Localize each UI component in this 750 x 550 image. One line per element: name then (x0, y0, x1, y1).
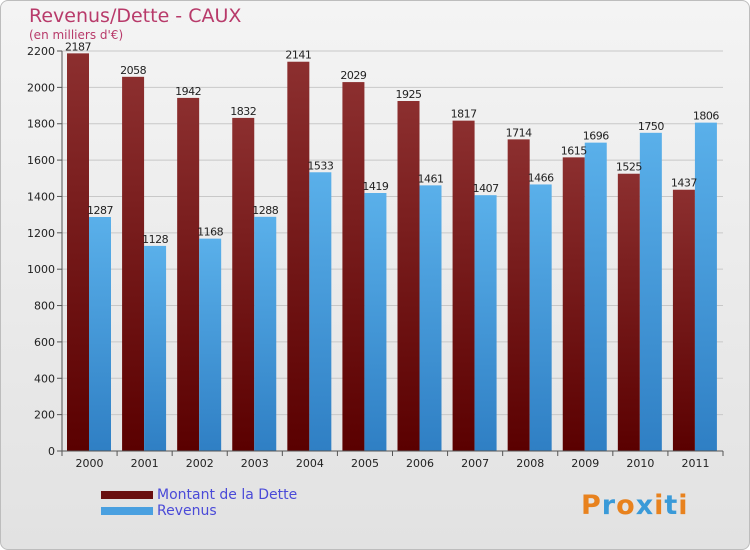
value-label-revenus: 1806 (693, 110, 719, 123)
bar-dette (177, 97, 200, 451)
bar-dette (617, 173, 640, 451)
value-label-dette: 1925 (396, 88, 422, 101)
legend-label-revenus: Revenus (157, 503, 217, 519)
x-tick-label: 2005 (351, 457, 379, 470)
value-label-dette: 1942 (175, 85, 201, 98)
value-label-revenus: 1466 (528, 171, 554, 184)
logo-letter: i (654, 490, 665, 521)
bars (67, 53, 717, 452)
bar-dette (342, 82, 365, 451)
bar-dette (507, 139, 530, 451)
bar-dette (287, 61, 310, 452)
bar-dette (452, 120, 475, 452)
logo-letter: t (664, 490, 679, 521)
bar-revenus (254, 216, 277, 451)
proxiti-logo: Proxiti (581, 490, 689, 521)
bar-revenus (309, 172, 332, 452)
value-label-dette: 2187 (65, 40, 91, 53)
bar-revenus (419, 185, 442, 451)
x-tick-label: 2011 (681, 457, 709, 470)
value-label-revenus: 1287 (87, 204, 113, 217)
x-tick-label: 2000 (76, 457, 104, 470)
bar-revenus (694, 122, 717, 452)
y-tick-label: 1800 (27, 118, 55, 131)
y-tick-label: 2200 (27, 45, 55, 58)
legend: Montant de la Dette Revenus (101, 487, 297, 519)
bar-dette (122, 76, 145, 452)
bar-dette (672, 189, 695, 451)
bar-dette (562, 157, 585, 451)
legend-item-revenus: Revenus (101, 503, 297, 519)
bar-revenus (474, 195, 497, 451)
bar-revenus (529, 184, 552, 452)
logo-letter: x (635, 490, 655, 521)
y-tick-label: 600 (34, 336, 55, 349)
value-label-revenus: 1128 (142, 233, 168, 246)
legend-label-dette: Montant de la Dette (157, 487, 298, 503)
x-tick-label: 2010 (626, 457, 654, 470)
chart-title: Revenus/Dette - CAUX (29, 5, 242, 27)
y-tick-label: 800 (34, 300, 55, 313)
value-label-revenus: 1461 (418, 172, 444, 185)
x-tick-label: 2007 (461, 457, 489, 470)
y-tick-label: 1200 (27, 227, 55, 240)
bar-revenus (584, 142, 607, 452)
axes: 0 200 400 600 800 1000 1200 1400 1600 1800 2000 220… (27, 45, 724, 470)
value-label-revenus: 1750 (638, 120, 664, 133)
grid-lines (62, 50, 723, 452)
logo-letter: i (678, 490, 689, 521)
legend-item-dette: Montant de la Dette (101, 487, 297, 503)
y-tick-label: 200 (34, 409, 55, 422)
y-tick-label: 1600 (27, 154, 55, 167)
bar-revenus (144, 245, 167, 451)
value-label-dette: 2029 (340, 69, 366, 82)
value-label-dette: 2058 (120, 64, 146, 77)
y-tick-label: 1000 (27, 263, 55, 276)
value-label-revenus: 1288 (252, 204, 278, 217)
x-tick-label: 2004 (296, 457, 324, 470)
logo-letter: r (601, 490, 617, 521)
x-tick-label: 2006 (406, 457, 434, 470)
value-label-dette: 1615 (561, 144, 587, 157)
bar-revenus (89, 217, 111, 451)
bar-revenus (364, 193, 387, 451)
y-tick-label: 400 (34, 372, 55, 385)
value-label-revenus: 1696 (583, 130, 609, 143)
y-tick-label: 0 (48, 445, 55, 458)
x-tick-label: 2002 (186, 457, 214, 470)
y-tick-label: 2000 (27, 81, 55, 94)
logo-letter: P (581, 490, 602, 521)
bar-dette (397, 101, 420, 451)
bar-revenus (199, 238, 222, 451)
chart-subtitle: (en milliers d'€) (29, 28, 124, 42)
y-tick-label: 1400 (27, 190, 55, 203)
bar-dette (67, 53, 89, 451)
x-tick-label: 2009 (571, 457, 599, 470)
value-label-dette: 2141 (285, 49, 311, 62)
legend-swatch-revenus (101, 507, 153, 515)
value-label-revenus: 1419 (362, 180, 388, 193)
x-tick-label: 2001 (131, 457, 159, 470)
x-tick-label: 2008 (516, 457, 544, 470)
x-tick-label: 2003 (241, 457, 269, 470)
value-label-revenus: 1533 (307, 159, 333, 172)
value-label-revenus: 1168 (197, 226, 223, 239)
value-label-dette: 1437 (671, 177, 697, 190)
value-label-dette: 1817 (451, 108, 477, 121)
value-label-dette: 1714 (506, 126, 532, 139)
value-labels: 2187 1287 2058 1128 1942 1168 1832 1288 2141 1533… (65, 40, 720, 246)
value-label-dette: 1832 (230, 105, 256, 118)
value-label-dette: 1525 (616, 161, 642, 174)
bar-revenus (639, 132, 662, 451)
bar-dette (232, 117, 255, 451)
legend-swatch-dette (101, 491, 153, 499)
value-label-revenus: 1407 (473, 182, 499, 195)
logo-letter: o (616, 490, 636, 521)
